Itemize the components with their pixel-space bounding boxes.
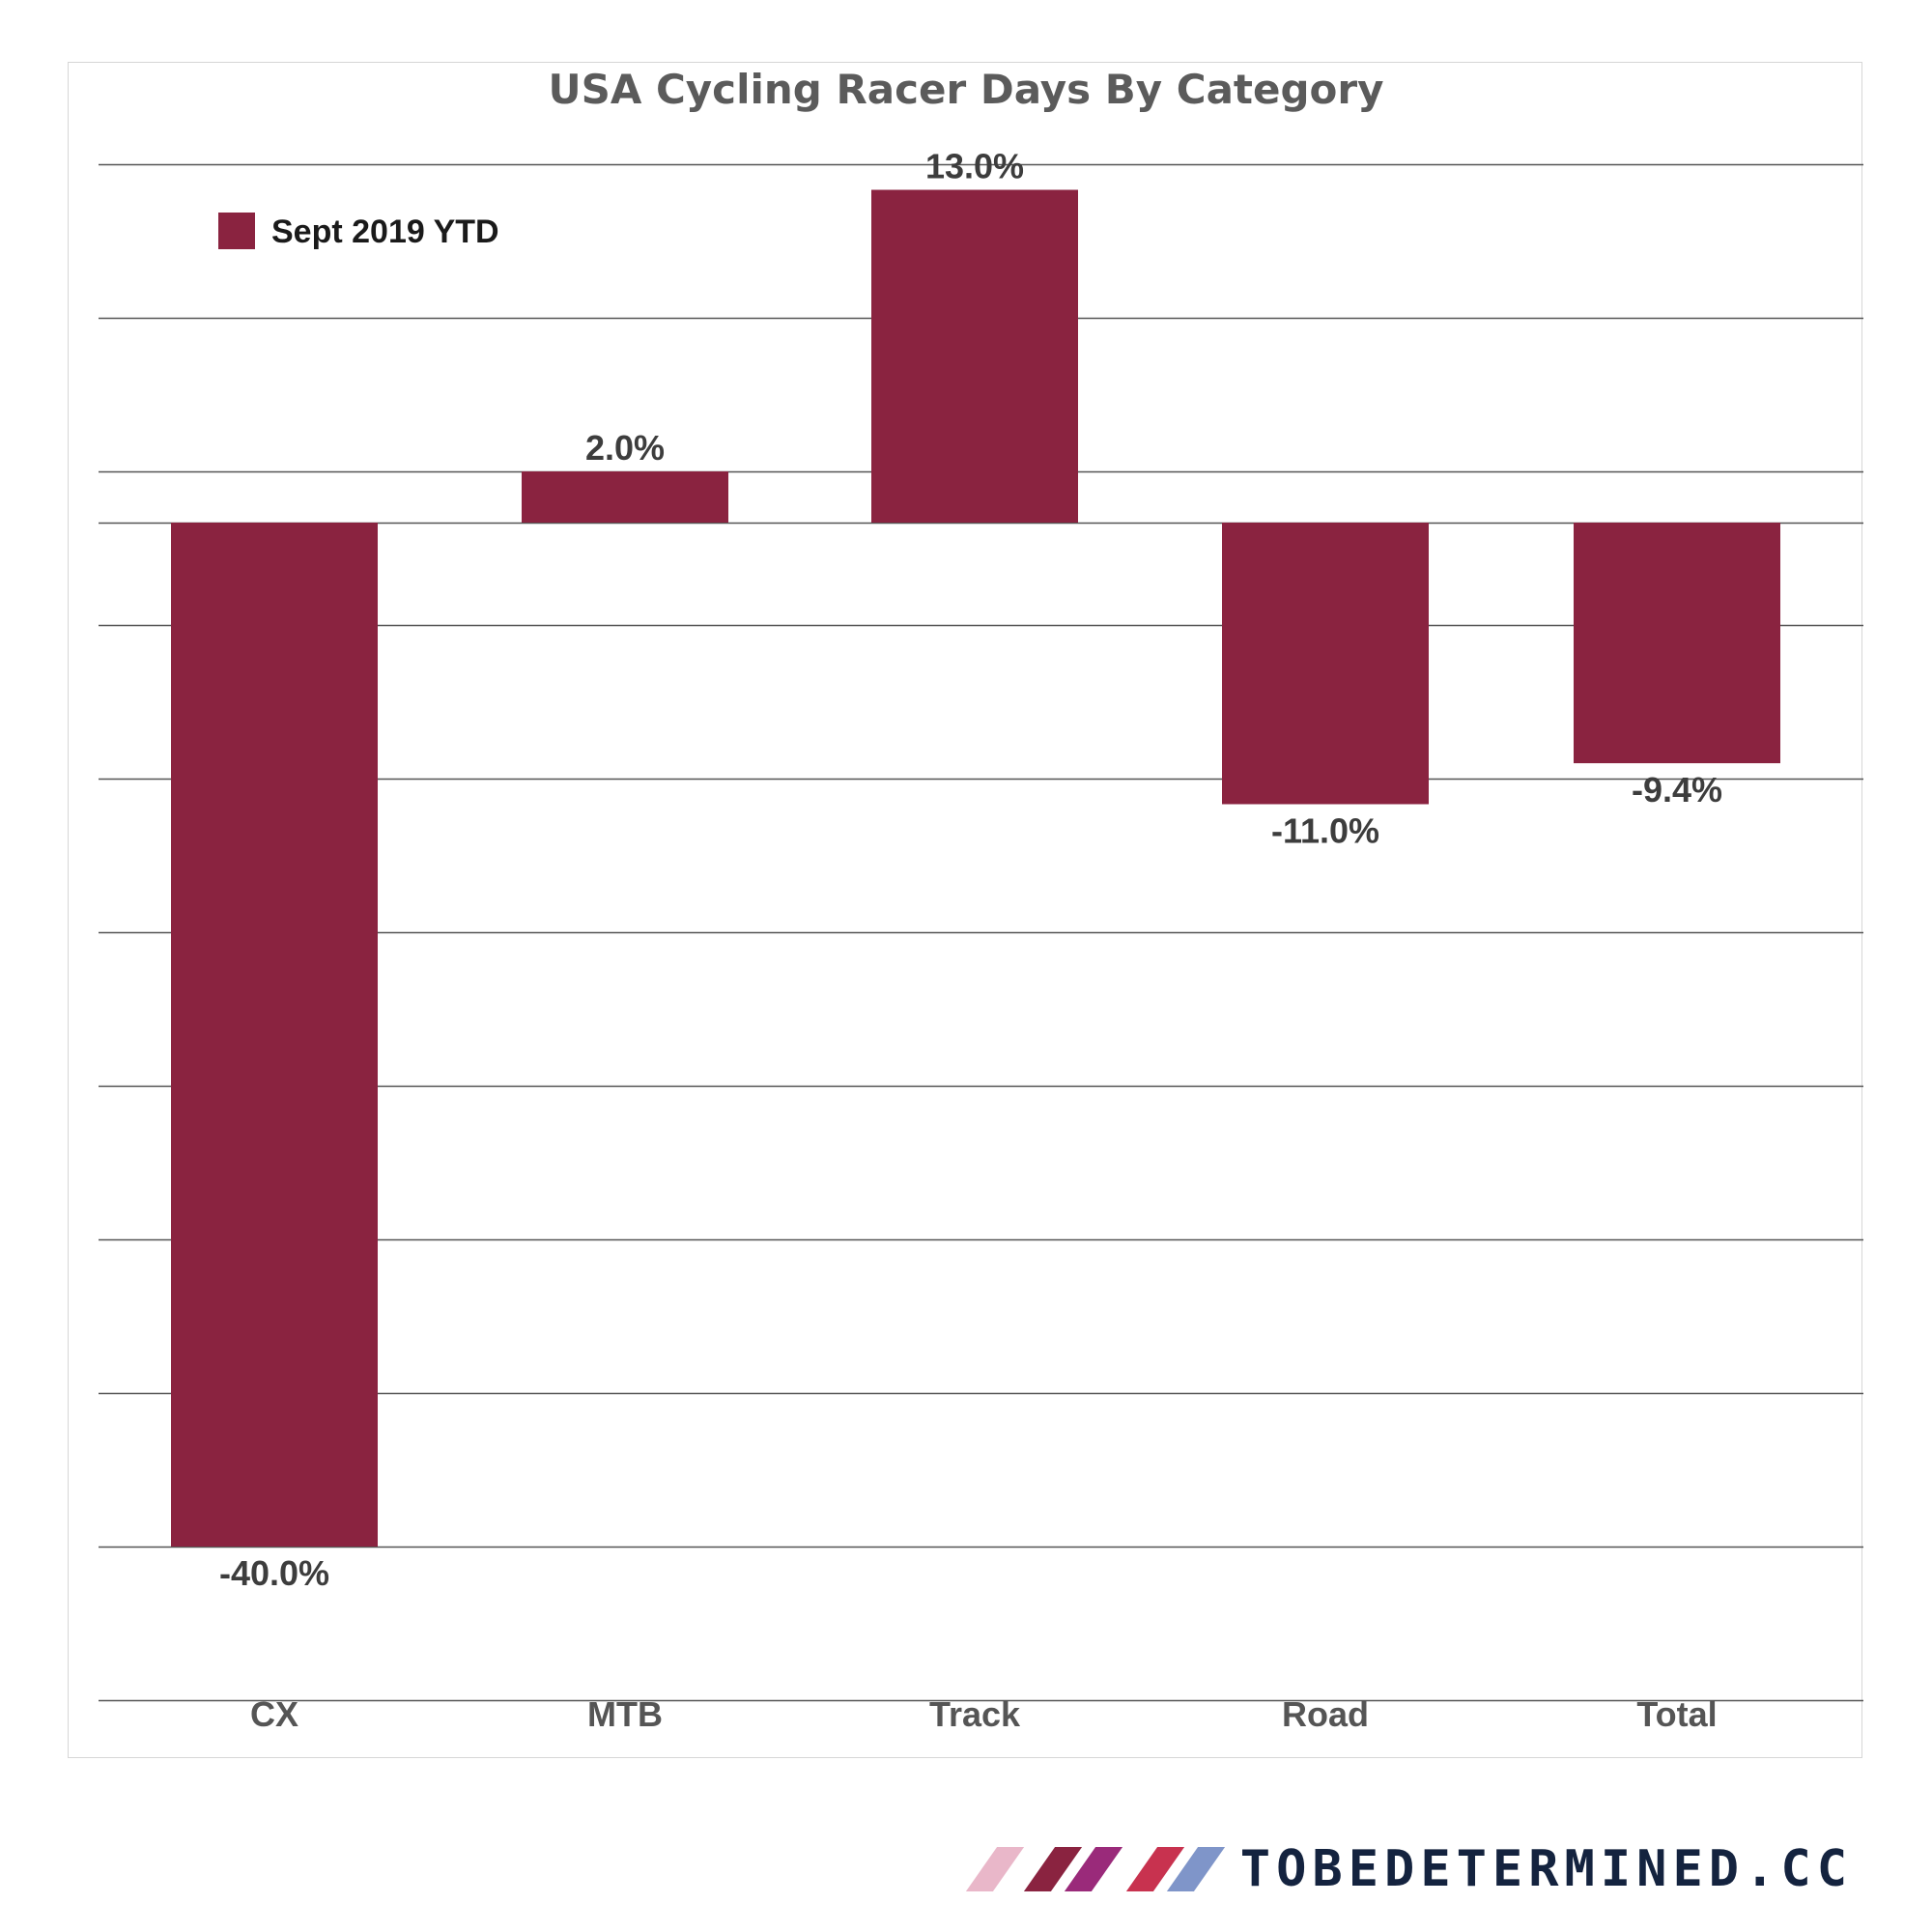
bar-road [1222, 523, 1429, 805]
category-label-total: Total [1636, 1694, 1717, 1734]
category-label-track: Track [929, 1694, 1021, 1734]
chart-title: USA Cycling Racer Days By Category [548, 66, 1383, 113]
legend: Sept 2019 YTD [218, 213, 499, 250]
gridlines [99, 163, 1863, 1702]
data-label-road: -11.0% [1271, 811, 1379, 851]
brand-text: TOBEDETERMINED.CC [1239, 1840, 1853, 1898]
bar-chart: USA Cycling Racer Days By Category -40.0… [99, 66, 1863, 1734]
legend-swatch [218, 213, 255, 249]
bars [171, 189, 1780, 1547]
category-label-road: Road [1282, 1694, 1369, 1734]
bar-total [1574, 523, 1780, 764]
brand-slash-1 [965, 1847, 1024, 1891]
data-label-cx: -40.0% [219, 1553, 329, 1593]
chart-frame: USA Cycling Racer Days By Category -40.0… [68, 62, 1863, 1758]
brand-logo: TOBEDETERMINED.CC [965, 1840, 1853, 1898]
bar-mtb [522, 471, 728, 523]
bar-track [871, 189, 1078, 523]
data-label-total: -9.4% [1632, 770, 1722, 810]
legend-label: Sept 2019 YTD [271, 213, 499, 250]
category-label-cx: CX [250, 1694, 298, 1734]
category-label-mtb: MTB [587, 1694, 663, 1734]
bar-cx [171, 523, 378, 1547]
category-labels: CX MTB Track Road Total [250, 1694, 1718, 1734]
data-label-mtb: 2.0% [585, 428, 665, 468]
data-labels: -40.0% 2.0% 13.0% -11.0% -9.4% [219, 147, 1722, 1594]
data-label-track: 13.0% [925, 147, 1024, 186]
